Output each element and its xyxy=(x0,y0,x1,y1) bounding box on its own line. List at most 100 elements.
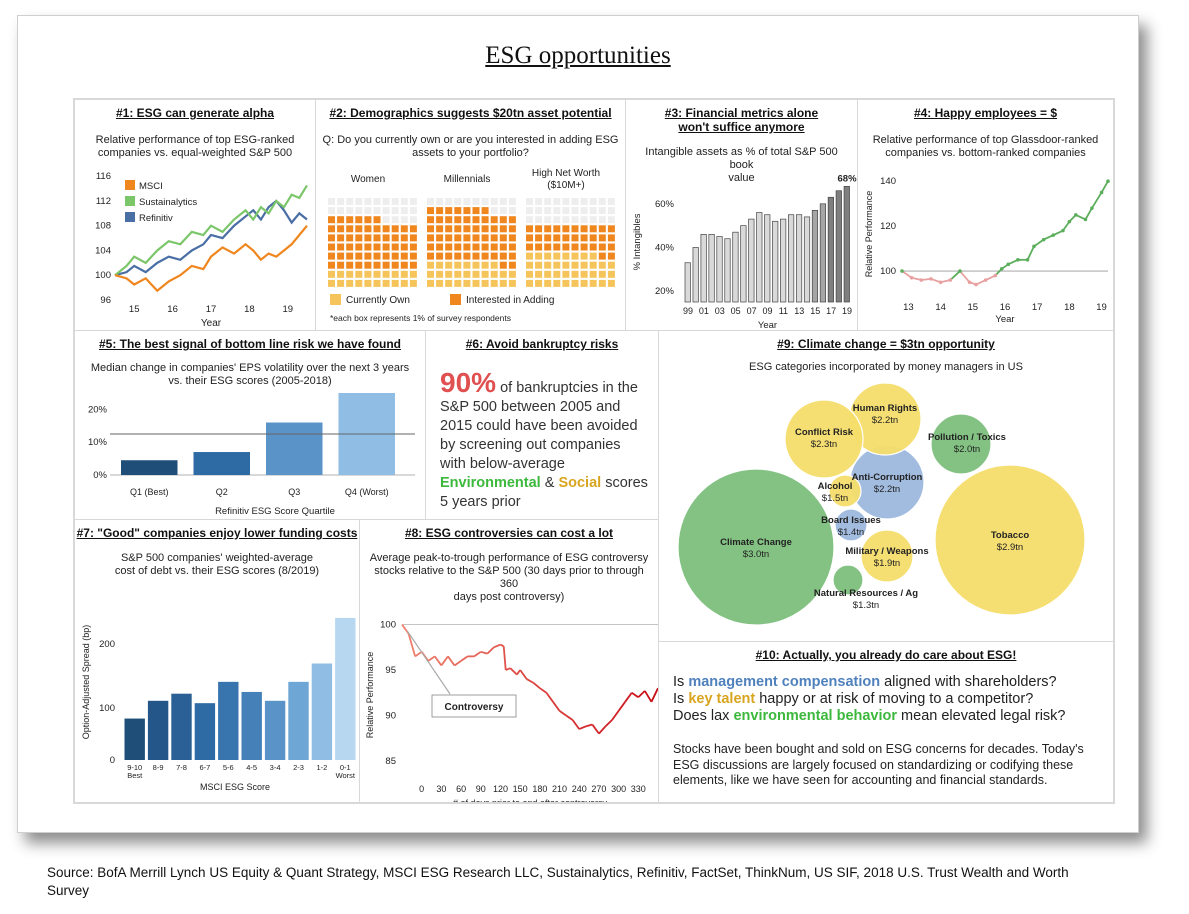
bubble-value: $1.9tn xyxy=(874,558,900,569)
waffle-box xyxy=(409,279,417,287)
waffle-box xyxy=(598,261,606,269)
waffle-box xyxy=(328,279,335,287)
waffle-box xyxy=(391,234,399,242)
waffle-box xyxy=(490,225,498,233)
x-tick-label: 15 xyxy=(810,306,820,316)
waffle-box xyxy=(535,261,543,269)
data-point xyxy=(983,278,988,282)
data-point xyxy=(958,269,962,273)
waffle-box xyxy=(463,216,471,224)
y-tick-label: 100 xyxy=(99,703,115,714)
waffle-box xyxy=(580,243,588,251)
waffle-box xyxy=(571,279,579,287)
line-segment xyxy=(604,719,613,728)
y-tick-label: 108 xyxy=(95,221,111,232)
waffle-box xyxy=(508,270,516,278)
line-segment xyxy=(1100,180,1109,193)
waffle-box xyxy=(526,225,533,233)
bar-callout: 68% xyxy=(838,173,858,184)
panel-subtitle: Intangible assets as % of total S&P 500 … xyxy=(645,146,838,184)
line-segment xyxy=(637,690,646,698)
line-segment xyxy=(1033,238,1045,248)
bubble-chart-esg-categories: Climate Change$3.0tn Tobacco$2.9tn Anti-Co… xyxy=(677,382,1086,626)
line-segment xyxy=(1091,191,1103,209)
waffle-box xyxy=(607,270,615,278)
waffle-box xyxy=(553,252,561,260)
waffle-box xyxy=(571,198,579,205)
waffle-box xyxy=(409,216,417,224)
bar-eps xyxy=(266,422,323,475)
waffle-box xyxy=(598,234,606,242)
waffle-box xyxy=(553,225,561,233)
waffle-box xyxy=(463,279,471,287)
x-tick-label: 01 xyxy=(699,306,709,316)
waffle-box xyxy=(526,234,533,242)
report-card: ESG opportunities #1: ESG can generate a… xyxy=(17,15,1139,833)
line-segment xyxy=(617,701,626,712)
line-segment xyxy=(545,692,554,703)
waffle-box xyxy=(499,234,507,242)
y-tick-label: 120 xyxy=(880,221,896,232)
data-point xyxy=(1106,179,1110,184)
data-point xyxy=(919,278,924,282)
y-tick-label: 100 xyxy=(380,620,396,631)
waffle-box xyxy=(598,198,606,205)
waffle-box xyxy=(544,261,552,269)
waffle-box xyxy=(382,234,390,242)
y-axis-label: % Intangibles xyxy=(632,213,643,270)
x-tick-label: 90 xyxy=(476,784,486,794)
waffle-box xyxy=(562,279,570,287)
bubble-label: Pollution / Toxics xyxy=(928,432,1006,443)
question-3: Does lax environmental behavior mean ele… xyxy=(673,708,1066,724)
waffle-box xyxy=(544,279,552,287)
waffle-box xyxy=(337,234,345,242)
waffle-box xyxy=(472,243,480,251)
waffle-box xyxy=(409,252,417,260)
panel-demographics: #2: Demographics suggests $20tn asset po… xyxy=(315,99,626,331)
waffle-box xyxy=(607,207,615,215)
waffle-box xyxy=(589,279,597,287)
x-tick-label: 120 xyxy=(493,784,508,794)
x-tick-sublabel: Worst xyxy=(336,771,356,780)
panel-bottom-line-risk: #5: The best signal of bottom line risk … xyxy=(74,330,426,520)
waffle-box xyxy=(427,270,434,278)
waffle-box xyxy=(382,198,390,205)
bar-intangibles xyxy=(700,234,707,303)
bar-intangibles xyxy=(748,218,755,303)
waffle-box xyxy=(355,207,363,215)
waffle-box xyxy=(409,207,417,215)
waffle-box xyxy=(589,252,597,260)
y-tick-label: 85 xyxy=(385,756,396,767)
panel-financial-metrics: #3: Financial metrics alone won't suffice… xyxy=(625,99,858,331)
waffle-box xyxy=(472,207,480,215)
legend-label: Interested in Adding xyxy=(466,295,554,306)
waffle-box xyxy=(490,243,498,251)
waffle-box xyxy=(391,252,399,260)
waffle-box xyxy=(337,198,345,205)
line-chart-glassdoor: 100 120 140 Relative Performance 13 14 15 16 17 1… xyxy=(864,176,1110,325)
bar-intangibles xyxy=(788,214,795,303)
waffle-box xyxy=(598,216,606,224)
x-axis-label: Year xyxy=(995,314,1014,325)
waffle-box xyxy=(535,252,543,260)
waffle-box xyxy=(400,252,408,260)
waffle-box xyxy=(427,225,434,233)
waffle-box xyxy=(472,225,480,233)
waffle-box xyxy=(328,216,335,224)
big-stat: 90% xyxy=(440,367,497,398)
waffle-box xyxy=(562,198,570,205)
data-point xyxy=(900,269,904,273)
bar-intangibles xyxy=(780,218,787,303)
legend-label: Currently Own xyxy=(346,295,410,306)
waffle-box xyxy=(463,270,471,278)
legend-swatch xyxy=(125,196,135,206)
waffle-box xyxy=(346,243,354,251)
waffle-box xyxy=(463,234,471,242)
panel-subtitle: ESG categories incorporated by money man… xyxy=(749,361,1023,373)
waffle-box xyxy=(382,225,390,233)
x-axis-label: Year xyxy=(201,318,222,329)
waffle-box xyxy=(589,216,597,224)
bubble-pollution-toxics xyxy=(930,413,992,475)
waffle-box xyxy=(607,198,615,205)
line-segment xyxy=(473,651,482,658)
